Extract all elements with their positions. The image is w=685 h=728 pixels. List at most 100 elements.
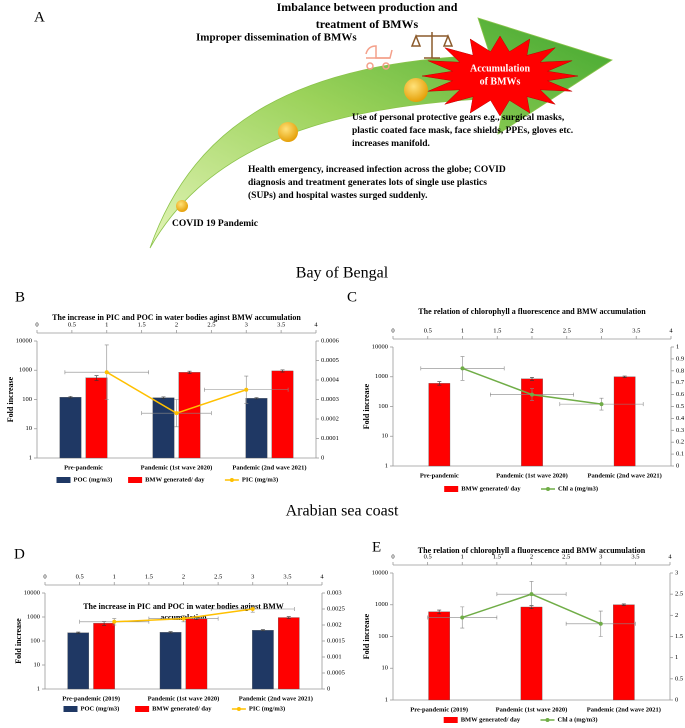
y2-tick-label: 0.001 bbox=[327, 653, 342, 660]
legend-swatch bbox=[56, 477, 71, 483]
y-tick-label: 1 bbox=[385, 462, 388, 469]
x-category-label: Pandemic (1st wave 2020) bbox=[496, 472, 568, 479]
y-tick-label: 10 bbox=[382, 665, 389, 672]
x-tick-label: 3 bbox=[251, 573, 254, 580]
x-category-label: Pre-pandemic (2019) bbox=[62, 695, 120, 702]
y-tick-label: 10 bbox=[382, 433, 389, 440]
region-title: Bay of Bengal bbox=[296, 265, 389, 282]
x-tick-label: 1 bbox=[461, 327, 464, 334]
annotation: Accumulation bbox=[470, 63, 530, 74]
chart-title: The relation of chlorophyll a fluorescen… bbox=[418, 546, 646, 555]
annotation: treatment of BMWs bbox=[316, 17, 419, 31]
error-bar bbox=[622, 375, 627, 378]
y2-tick-label: 0.5 bbox=[676, 403, 684, 410]
y2-tick-label: 0.0015 bbox=[327, 637, 345, 644]
point bbox=[181, 616, 186, 621]
x-tick-label: 1.5 bbox=[493, 327, 501, 334]
error-bar bbox=[161, 396, 166, 399]
chart: E The relation of chlorophyll a fluoresce… bbox=[362, 539, 683, 723]
annotation: COVID 19 Pandemic bbox=[172, 219, 258, 229]
error-bar bbox=[437, 609, 442, 615]
chart: D The increase in PIC and POC in water bo… bbox=[14, 546, 345, 712]
y2-tick-label: 0.9 bbox=[676, 355, 684, 362]
y-tick-label: 100 bbox=[378, 403, 388, 410]
legend-swatch bbox=[546, 487, 550, 491]
point bbox=[460, 366, 465, 371]
error-bar bbox=[102, 621, 107, 626]
y-tick-label: 10000 bbox=[16, 337, 32, 344]
x-tick-label: 1.5 bbox=[138, 321, 146, 328]
point bbox=[529, 592, 534, 597]
x-tick-label: 2 bbox=[175, 321, 178, 328]
error-bar bbox=[280, 369, 285, 373]
x-tick-label: 3.5 bbox=[277, 321, 285, 328]
legend-swatch bbox=[444, 486, 459, 492]
x-tick-label: 1 bbox=[105, 321, 108, 328]
y-axis-label: Fold increase bbox=[14, 618, 23, 664]
x-category-label: Pandemic (1st wave 2020) bbox=[141, 464, 213, 471]
error-bar bbox=[76, 631, 81, 634]
legend-label: Chl a (mg/m3) bbox=[558, 716, 598, 723]
y2-tick-label: 0.7 bbox=[676, 379, 685, 386]
y-tick-label: 10 bbox=[34, 661, 41, 668]
burst bbox=[421, 35, 579, 117]
bar bbox=[159, 632, 182, 690]
y2-tick-label: 1.5 bbox=[675, 633, 683, 640]
x-category-label: Pandemic (2nd wave 2021) bbox=[239, 695, 313, 702]
y2-tick-label: 0.4 bbox=[676, 415, 685, 422]
bar bbox=[613, 376, 636, 467]
legend-label: Chl a (mg/m3) bbox=[558, 485, 598, 492]
bar bbox=[67, 632, 90, 690]
x-tick-label: 0 bbox=[35, 321, 38, 328]
x-tick-label: 2.5 bbox=[207, 321, 215, 328]
annotation: plastic coated face mask, face shields, … bbox=[352, 126, 573, 136]
y-tick-label: 1 bbox=[385, 696, 388, 703]
x-tick-label: 2 bbox=[182, 573, 185, 580]
chart: C The relation of chlorophyll a fluoresce… bbox=[347, 289, 685, 492]
y-axis-label: Fold increase bbox=[362, 613, 371, 659]
x-tick-label: 0 bbox=[43, 573, 46, 580]
x-category-label: Pandemic (2nd wave 2021) bbox=[587, 706, 661, 713]
x-category-label: Pandemic (2nd wave 2021) bbox=[232, 464, 306, 471]
y2-tick-label: 0 bbox=[321, 454, 324, 461]
x-tick-label: 3 bbox=[245, 321, 248, 328]
milestone-dot bbox=[176, 200, 188, 212]
y-tick-label: 1000 bbox=[375, 373, 388, 380]
x-tick-label: 0.5 bbox=[424, 327, 432, 334]
y2-tick-label: 0.8 bbox=[676, 367, 684, 374]
annotation: (SUPs) and hospital wastes surged sudden… bbox=[248, 190, 428, 201]
annotation: Health emergency, increased infection ac… bbox=[248, 165, 506, 175]
y2-tick-label: 1 bbox=[675, 654, 678, 661]
annotation: increases manifold. bbox=[352, 139, 430, 149]
x-category-label: Pre-pandemic bbox=[64, 464, 103, 471]
x-tick-label: 4 bbox=[668, 553, 672, 560]
y-tick-label: 1000 bbox=[19, 367, 32, 374]
chart-title: The relation of chlorophyll a fluorescen… bbox=[418, 307, 646, 316]
panel-a-graphic bbox=[149, 17, 613, 249]
error-bar bbox=[168, 631, 173, 634]
y2-tick-label: 0.0002 bbox=[321, 415, 339, 422]
x-category-label: Pre-pandemic (2019) bbox=[410, 706, 468, 713]
y2-tick-label: 0.5 bbox=[675, 675, 683, 682]
x-tick-label: 4 bbox=[669, 327, 673, 334]
annotation: Imbalance between production and bbox=[277, 0, 458, 14]
point bbox=[244, 387, 249, 392]
balance-icon bbox=[410, 32, 454, 59]
y2-tick-label: 1 bbox=[676, 343, 679, 350]
y2-tick-label: 0.0025 bbox=[327, 605, 345, 612]
y2-tick-label: 0.002 bbox=[327, 621, 342, 628]
bar bbox=[428, 611, 450, 701]
legend-label: POC (mg/m3) bbox=[81, 705, 120, 712]
y2-tick-label: 0 bbox=[675, 696, 678, 703]
x-tick-label: 2.5 bbox=[562, 553, 570, 560]
y2-tick-label: 0.003 bbox=[327, 589, 342, 596]
legend-label: PIC (mg/m3) bbox=[242, 476, 278, 483]
y2-tick-label: 0.0005 bbox=[327, 669, 345, 676]
point bbox=[599, 402, 604, 407]
x-tick-label: 2 bbox=[530, 327, 533, 334]
x-category-label: Pandemic (1st wave 2020) bbox=[148, 695, 220, 702]
bar bbox=[59, 397, 82, 459]
annotation: Use of personal protective gears e.g., s… bbox=[352, 113, 565, 123]
y-tick-label: 1 bbox=[37, 685, 40, 692]
